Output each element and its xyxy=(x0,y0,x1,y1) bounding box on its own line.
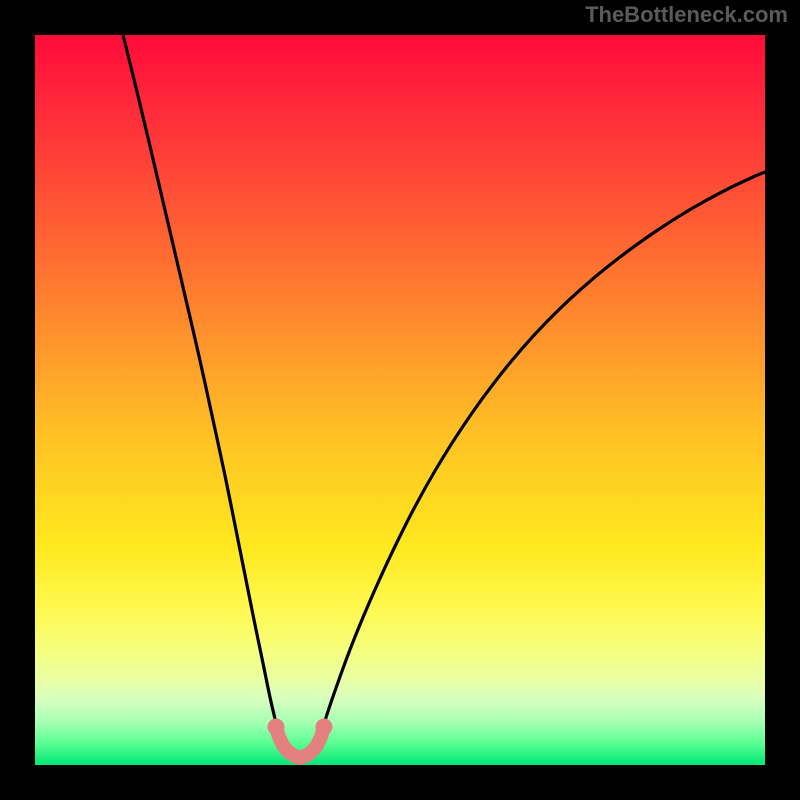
watermark-text: TheBottleneck.com xyxy=(585,2,788,28)
curve-left xyxy=(123,35,278,730)
valley-dot-left xyxy=(268,719,285,736)
chart-container: TheBottleneck.com xyxy=(0,0,800,800)
curve-right xyxy=(322,172,765,730)
curve-overlay xyxy=(35,35,765,765)
valley-dot-right xyxy=(316,719,333,736)
plot-area xyxy=(35,35,765,765)
valley-u-mark xyxy=(276,727,324,758)
